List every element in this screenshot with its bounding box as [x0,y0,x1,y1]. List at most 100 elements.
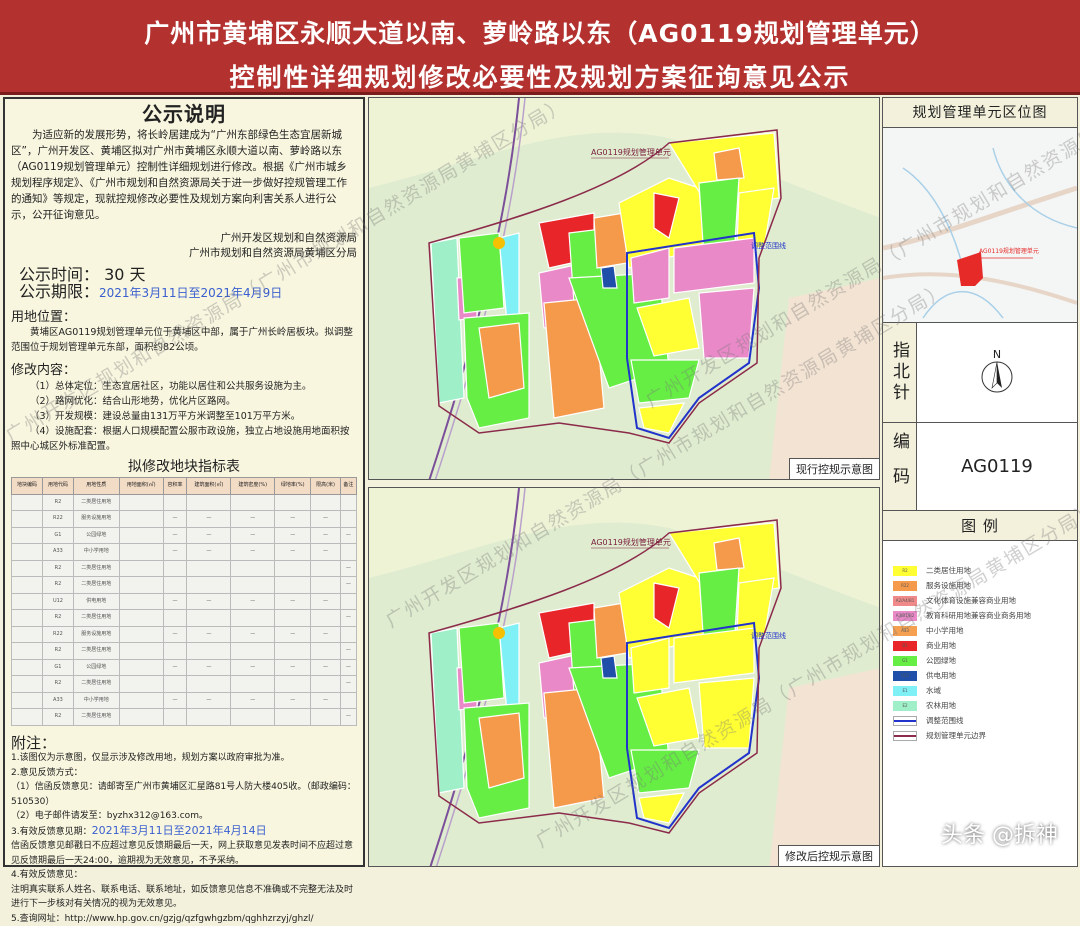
legend-swatch: A2/A4/B1 [893,596,917,606]
table-cell [163,560,187,577]
table-cell: — [275,659,311,676]
note-3-value: 2021年3月11日至2021年4月14日 [92,824,267,837]
table-cell: — [311,659,340,676]
table-cell [275,577,311,594]
table-cell: 二类居住用地 [73,560,119,577]
table-cell: — [275,527,311,544]
table-cell [311,577,340,594]
table-cell: R2 [42,709,73,726]
table-cell [231,676,275,693]
table-cell: 二类居住用地 [73,494,119,511]
table-cell [119,610,163,627]
source-watermark: 头条 @拆神 [941,817,1058,849]
table-cell [163,643,187,660]
legend-label: 水域 [926,685,941,696]
table-cell [311,676,340,693]
table-cell: 二类居住用地 [73,577,119,594]
table-cell: — [340,527,356,544]
table-cell [340,544,356,561]
table-cell [119,692,163,709]
table-header: 建筑面积(㎡) [187,478,231,495]
table-cell: — [231,659,275,676]
table-cell [231,560,275,577]
table-cell [163,494,187,511]
location-unit-label: AG0119规划管理单元 [979,246,1039,255]
land-parcel [601,266,617,288]
period-label: 公示期限： [19,282,99,301]
table-cell [231,643,275,660]
table-cell [12,511,43,528]
compass-n: N [981,348,1013,361]
code-value: AG0119 [917,423,1077,510]
adjust-label: 调整范围线 [751,241,786,250]
time-label: 公示时间： [19,265,99,284]
code-row: 编码 AG0119 [883,423,1077,511]
table-cell [311,494,340,511]
table-header: 容积率 [163,478,187,495]
table-cell: — [187,593,231,610]
table-cell [275,676,311,693]
table-title: 拟修改地块指标表 [11,460,357,476]
table-cell [12,544,43,561]
legend-swatch: A33 [893,626,917,636]
table-cell [311,709,340,726]
table-cell: 公园绿地 [73,659,119,676]
table-cell: — [340,643,356,660]
table-cell [340,593,356,610]
table-cell: — [163,544,187,561]
legend-swatch: E1 [893,686,917,696]
table-cell: — [311,626,340,643]
table-cell: — [187,659,231,676]
legend-item: 规划管理单元边界 [893,728,1077,743]
location-text: 黄埔区AG0119规划管理单元位于黄埔区中部，属于广州长岭居板块。拟调整范围位于… [11,325,357,355]
table-cell [340,626,356,643]
time-value: 30 天 [104,265,145,284]
table-cell [275,560,311,577]
table-cell: — [275,692,311,709]
table-cell [340,511,356,528]
table-cell [340,692,356,709]
table-cell: 中小学用地 [73,544,119,561]
note-4-text: 注明真实联系人姓名、联系电话、联系地址，如反馈意见信息不准确或不完整无法及时进行… [11,883,357,912]
title-line-2: 控制性详细规划修改必要性及规划方案征询意见公示 [0,58,1080,94]
table-cell [119,560,163,577]
table-cell: — [340,659,356,676]
table-cell [119,709,163,726]
content-title: 修改内容： [11,363,357,379]
adjusted-parcel [631,360,699,403]
note-5-url[interactable]: 5.查询网址：http://www.hp.gov.cn/gzjg/qzfgwhg… [11,912,357,926]
adjusted-parcel [631,638,669,693]
table-cell [12,527,43,544]
legend-label: 规划管理单元边界 [926,730,986,741]
poster-header: 广州市黄埔区永顺大道以南、萝岭路以东（AG0119规划管理单元） 控制性详细规划… [0,0,1080,95]
table-cell: — [311,692,340,709]
station-marker [493,237,505,249]
table-cell: A33 [42,692,73,709]
table-cell [119,643,163,660]
table-cell [119,577,163,594]
legend-label: 教育科研用地兼容商业商务用地 [926,610,1031,621]
period-value: 2021年3月11日至2021年4月9日 [99,286,282,300]
legend-swatch: R2 [893,566,917,576]
table-cell [311,560,340,577]
table-cell: — [187,544,231,561]
table-cell [12,643,43,660]
code-label: 编码 [887,432,912,502]
